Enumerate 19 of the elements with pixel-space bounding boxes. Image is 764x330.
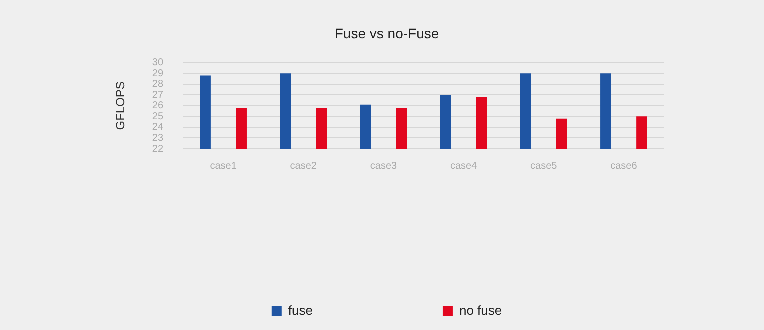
legend-label: fuse xyxy=(288,303,313,318)
x-tick-label: case6 xyxy=(610,160,638,172)
x-tick-label: case3 xyxy=(370,160,398,172)
y-tick-label: 30 xyxy=(152,58,164,69)
x-tick-label: case4 xyxy=(450,160,478,172)
y-tick-label: 24 xyxy=(152,122,164,134)
y-tick-label: 28 xyxy=(152,79,164,90)
y-tick-label: 29 xyxy=(152,68,164,80)
y-tick-label: 27 xyxy=(152,90,164,101)
x-tick-label: case1 xyxy=(210,160,238,172)
x-tick-label: case5 xyxy=(530,160,558,172)
x-tick-label: case2 xyxy=(290,160,318,172)
chart-title: Fuse vs no-Fuse xyxy=(334,25,440,42)
y-axis-title: GFLOPS xyxy=(114,82,128,130)
y-tick-label: 23 xyxy=(152,132,164,144)
legend-label: no fuse xyxy=(459,303,502,318)
y-tick-label: 26 xyxy=(152,100,164,112)
y-tick-label: 22 xyxy=(152,144,164,155)
y-tick-label: 25 xyxy=(152,111,164,122)
